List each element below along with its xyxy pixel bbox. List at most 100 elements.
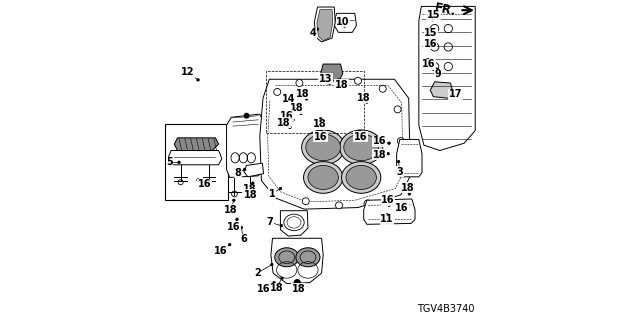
Polygon shape — [280, 211, 308, 236]
Ellipse shape — [319, 117, 322, 120]
Text: 14: 14 — [282, 94, 296, 104]
Text: 12: 12 — [181, 67, 195, 77]
Ellipse shape — [326, 77, 333, 84]
Text: 16: 16 — [424, 39, 437, 49]
Ellipse shape — [428, 38, 431, 41]
Ellipse shape — [279, 187, 282, 190]
Text: 15: 15 — [424, 28, 438, 38]
Text: 16: 16 — [422, 59, 435, 69]
Text: 2: 2 — [254, 268, 260, 278]
Ellipse shape — [344, 134, 379, 161]
Ellipse shape — [358, 130, 361, 133]
Polygon shape — [317, 10, 333, 41]
Text: 18: 18 — [292, 284, 305, 294]
Polygon shape — [227, 114, 264, 178]
Ellipse shape — [397, 160, 400, 163]
Ellipse shape — [408, 193, 411, 195]
Text: 10: 10 — [336, 17, 349, 27]
Polygon shape — [364, 199, 415, 224]
Ellipse shape — [236, 218, 238, 220]
Polygon shape — [334, 13, 356, 32]
Ellipse shape — [426, 58, 429, 61]
Text: 18: 18 — [372, 150, 387, 160]
Ellipse shape — [273, 281, 275, 284]
Ellipse shape — [386, 213, 388, 216]
Text: 18: 18 — [224, 205, 237, 215]
Text: 16: 16 — [381, 195, 395, 205]
Text: 16: 16 — [257, 284, 270, 294]
Text: 16: 16 — [314, 132, 328, 142]
Ellipse shape — [292, 118, 294, 121]
Ellipse shape — [240, 226, 243, 229]
Text: 3: 3 — [396, 167, 403, 177]
Text: 5: 5 — [166, 157, 173, 167]
Ellipse shape — [289, 126, 291, 129]
Text: 18: 18 — [243, 185, 257, 195]
Text: 16: 16 — [227, 221, 241, 232]
Text: FR.: FR. — [433, 2, 458, 19]
Ellipse shape — [253, 188, 255, 191]
Polygon shape — [244, 163, 264, 177]
Text: 1: 1 — [268, 189, 275, 199]
Ellipse shape — [305, 98, 308, 100]
Ellipse shape — [296, 80, 303, 86]
Ellipse shape — [355, 77, 362, 84]
Ellipse shape — [296, 248, 320, 267]
Polygon shape — [271, 238, 323, 284]
Text: 16: 16 — [373, 136, 387, 146]
Ellipse shape — [402, 202, 404, 205]
Ellipse shape — [306, 134, 340, 161]
Ellipse shape — [387, 152, 389, 155]
Ellipse shape — [380, 85, 386, 92]
Text: 18: 18 — [312, 119, 326, 129]
Polygon shape — [260, 79, 410, 209]
Ellipse shape — [178, 161, 180, 164]
Text: 18: 18 — [401, 183, 415, 193]
Text: 11: 11 — [380, 214, 394, 224]
Ellipse shape — [435, 68, 438, 70]
Ellipse shape — [300, 112, 302, 115]
Text: 16: 16 — [198, 180, 211, 189]
Text: 16: 16 — [395, 203, 408, 212]
Ellipse shape — [431, 19, 434, 21]
Text: 18: 18 — [276, 118, 291, 128]
Ellipse shape — [274, 88, 281, 95]
Ellipse shape — [252, 182, 254, 184]
Text: 15: 15 — [427, 10, 440, 20]
Polygon shape — [174, 138, 219, 150]
Ellipse shape — [244, 113, 249, 118]
Ellipse shape — [196, 179, 199, 181]
Ellipse shape — [294, 279, 300, 286]
Text: 7: 7 — [267, 217, 273, 228]
Text: 18: 18 — [335, 80, 348, 90]
Ellipse shape — [394, 106, 401, 113]
Polygon shape — [314, 7, 335, 42]
Bar — [164, 124, 228, 200]
Ellipse shape — [340, 130, 383, 165]
Ellipse shape — [280, 224, 283, 227]
Text: 8: 8 — [235, 168, 242, 178]
Ellipse shape — [316, 28, 319, 30]
Text: 17: 17 — [449, 90, 462, 100]
Text: 16: 16 — [280, 111, 294, 121]
Ellipse shape — [337, 79, 340, 81]
Ellipse shape — [281, 277, 284, 279]
Text: 16: 16 — [354, 132, 367, 142]
Polygon shape — [321, 64, 343, 81]
Polygon shape — [168, 150, 222, 165]
Text: 18: 18 — [269, 283, 283, 293]
Text: TGV4B3740: TGV4B3740 — [417, 304, 475, 314]
Ellipse shape — [271, 263, 273, 266]
Ellipse shape — [342, 162, 381, 193]
Ellipse shape — [449, 90, 452, 92]
Text: 6: 6 — [240, 234, 246, 244]
Ellipse shape — [228, 243, 231, 246]
Ellipse shape — [196, 79, 199, 81]
Ellipse shape — [344, 25, 346, 27]
Ellipse shape — [346, 165, 376, 189]
Text: 4: 4 — [310, 28, 316, 38]
Ellipse shape — [308, 165, 339, 189]
Ellipse shape — [429, 28, 431, 30]
Ellipse shape — [365, 101, 368, 103]
Polygon shape — [419, 6, 476, 150]
